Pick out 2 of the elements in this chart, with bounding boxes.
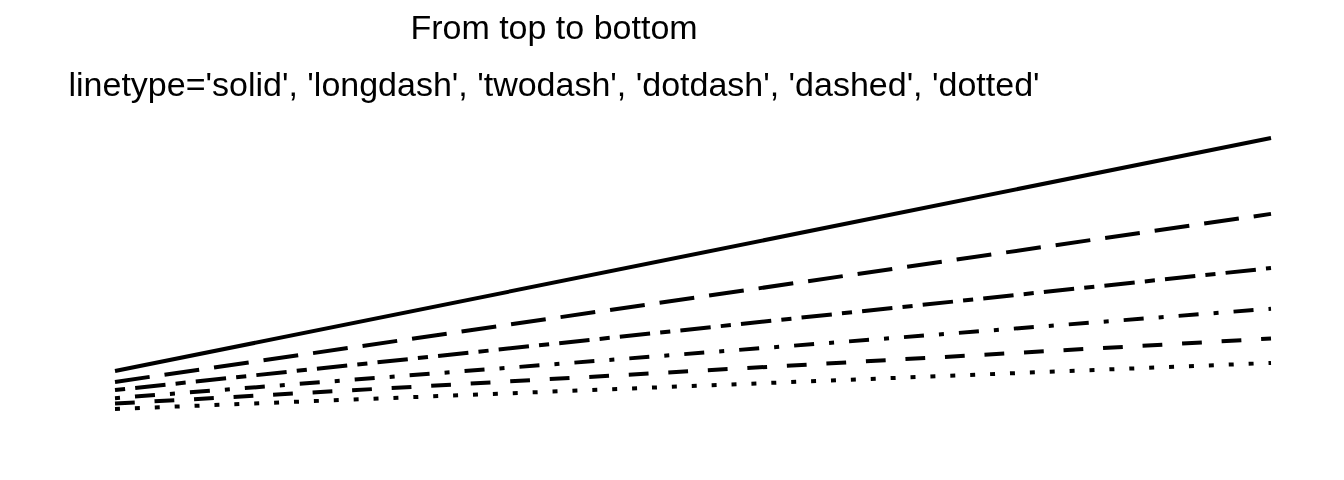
chart-title: From top to bottom: [410, 8, 698, 46]
chart-subtitle: linetype='solid', 'longdash', 'twodash', 'dotdash', 'dashed', 'dotted': [68, 65, 1040, 103]
